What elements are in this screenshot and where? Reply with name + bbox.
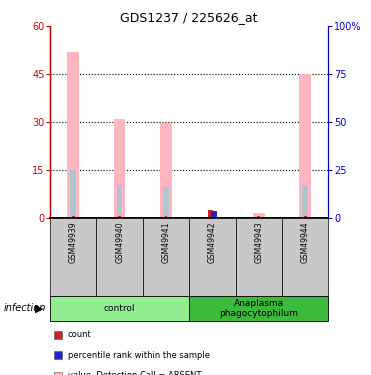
Text: GSM49943: GSM49943 xyxy=(254,221,263,263)
Bar xyxy=(165,216,167,217)
Bar xyxy=(72,216,75,217)
Bar xyxy=(50,217,96,296)
Bar xyxy=(189,217,236,296)
Text: GSM49944: GSM49944 xyxy=(301,221,310,263)
Text: infection: infection xyxy=(4,303,46,313)
Text: GSM49939: GSM49939 xyxy=(69,221,78,263)
Text: percentile rank within the sample: percentile rank within the sample xyxy=(68,351,210,360)
Bar xyxy=(96,217,143,296)
Text: value, Detection Call = ABSENT: value, Detection Call = ABSENT xyxy=(68,371,201,375)
Text: control: control xyxy=(104,304,135,313)
Bar xyxy=(208,210,213,218)
Bar xyxy=(143,217,189,296)
Bar xyxy=(163,187,169,218)
Title: GDS1237 / 225626_at: GDS1237 / 225626_at xyxy=(121,11,258,24)
Bar xyxy=(299,74,311,217)
Bar xyxy=(189,296,328,321)
Bar xyxy=(256,216,262,217)
Bar xyxy=(253,213,265,217)
Bar xyxy=(50,296,189,321)
Text: ▶: ▶ xyxy=(35,303,44,313)
Text: count: count xyxy=(68,330,91,339)
Bar xyxy=(160,123,172,218)
Bar xyxy=(302,185,308,218)
Bar xyxy=(118,216,121,217)
Bar xyxy=(117,185,122,218)
Bar xyxy=(68,52,79,217)
Bar xyxy=(236,217,282,296)
Text: GSM49942: GSM49942 xyxy=(208,221,217,263)
Bar xyxy=(70,170,76,217)
Bar xyxy=(114,118,125,218)
Bar xyxy=(211,211,217,218)
Bar xyxy=(304,216,306,217)
Text: Anaplasma
phagocytophilum: Anaplasma phagocytophilum xyxy=(219,299,298,318)
Text: GSM49941: GSM49941 xyxy=(161,221,171,263)
Bar xyxy=(257,216,260,217)
Bar xyxy=(282,217,328,296)
Text: GSM49940: GSM49940 xyxy=(115,221,124,263)
